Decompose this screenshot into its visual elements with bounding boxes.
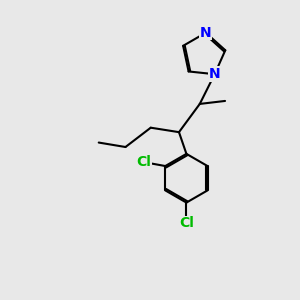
- Text: N: N: [200, 26, 212, 40]
- Text: Cl: Cl: [136, 154, 151, 169]
- Text: N: N: [209, 67, 220, 81]
- Text: Cl: Cl: [179, 216, 194, 230]
